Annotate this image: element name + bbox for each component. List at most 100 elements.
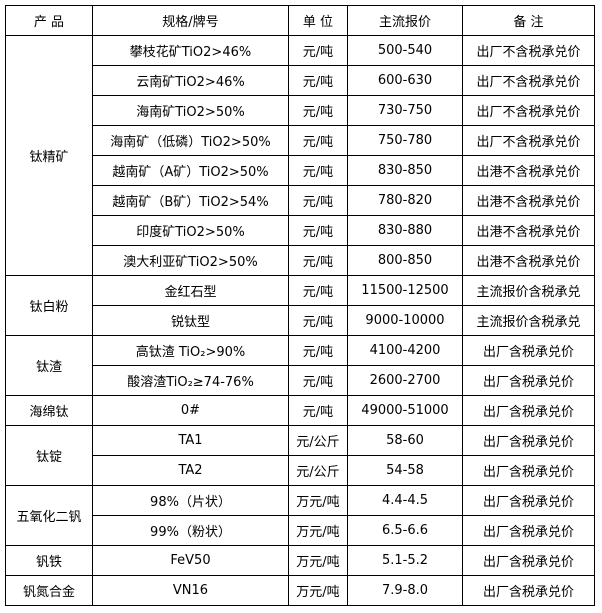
remark-cell: 出港不含税承兑价 bbox=[462, 185, 595, 216]
unit-cell: 元/公斤 bbox=[288, 425, 348, 456]
price-cell: 830-850 bbox=[347, 155, 463, 186]
remark-cell: 出厂不含税承兑价 bbox=[462, 35, 595, 66]
header-remark: 备 注 bbox=[462, 5, 595, 36]
spec-cell: 99%（粉状） bbox=[92, 515, 289, 546]
spec-cell: 高钛渣 TiO₂>90% bbox=[92, 335, 289, 366]
spec-cell: 锐钛型 bbox=[92, 305, 289, 336]
spec-cell: TA2 bbox=[92, 455, 289, 486]
unit-cell: 元/吨 bbox=[288, 125, 348, 156]
table-row: 钒铁 FeV50 万元/吨 5.1-5.2 出厂含税承兑价 bbox=[5, 545, 595, 576]
price-table: 产 品 规格/牌号 单 位 主流报价 备 注 钛精矿 攀枝花矿TiO2>46% 元/… bbox=[5, 5, 595, 606]
unit-cell: 元/吨 bbox=[288, 275, 348, 306]
product-cell: 五氧化二钒 bbox=[5, 485, 93, 546]
spec-cell: 攀枝花矿TiO2>46% bbox=[92, 35, 289, 66]
price-cell: 730-750 bbox=[347, 95, 463, 126]
spec-cell: 金红石型 bbox=[92, 275, 289, 306]
price-cell: 750-780 bbox=[347, 125, 463, 156]
remark-cell: 主流报价含税承兑 bbox=[462, 305, 595, 336]
remark-cell: 出厂不含税承兑价 bbox=[462, 65, 595, 96]
table-row: 钛渣 高钛渣 TiO₂>90% 元/吨 4100-4200 出厂含税承兑价 bbox=[5, 335, 595, 396]
header-price: 主流报价 bbox=[347, 5, 463, 36]
unit-cell: 元/吨 bbox=[288, 335, 348, 366]
table-row: 锐钛型 元/吨 9000-10000 主流报价含税承兑 bbox=[6, 305, 595, 336]
unit-cell: 元/吨 bbox=[288, 305, 348, 336]
unit-cell: 元/吨 bbox=[288, 245, 348, 276]
price-cell: 800-850 bbox=[347, 245, 463, 276]
unit-cell: 元/吨 bbox=[288, 65, 348, 96]
remark-cell: 出厂含税承兑价 bbox=[462, 575, 595, 606]
table-row: 钛白粉 金红石型 元/吨 11500-12500 主流报价含税承兑 bbox=[5, 275, 595, 336]
header-spec: 规格/牌号 bbox=[92, 5, 289, 36]
unit-cell: 元/公斤 bbox=[288, 455, 348, 486]
table-row: 五氧化二钒 98%（片状） 万元/吨 4.4-4.5 出厂含税承兑价 bbox=[5, 485, 595, 546]
remark-cell: 出厂含税承兑价 bbox=[462, 365, 595, 396]
table-row: 酸溶渣TiO₂≥74-76% 元/吨 2600-2700 出厂含税承兑价 bbox=[6, 365, 595, 396]
product-cell: 钛锭 bbox=[5, 425, 93, 486]
price-cell: 780-820 bbox=[347, 185, 463, 216]
remark-cell: 出厂含税承兑价 bbox=[462, 545, 595, 576]
unit-cell: 元/吨 bbox=[288, 365, 348, 396]
remark-cell: 出厂含税承兑价 bbox=[462, 425, 595, 456]
table-row: 印度矿TiO2>50% 元/吨 830-880 出港不含税承兑价 bbox=[6, 215, 595, 246]
table-row: 云南矿TiO2>46% 元/吨 600-630 出厂不含税承兑价 bbox=[6, 65, 595, 96]
unit-cell: 元/吨 bbox=[288, 395, 348, 426]
unit-cell: 万元/吨 bbox=[288, 515, 348, 546]
table-row: 海南矿（低磷）TiO2>50% 元/吨 750-780 出厂不含税承兑价 bbox=[6, 125, 595, 156]
price-cell: 830-880 bbox=[347, 215, 463, 246]
remark-cell: 主流报价含税承兑 bbox=[462, 275, 595, 306]
table-row: 澳大利亚矿TiO2>50% 元/吨 800-850 出港不含税承兑价 bbox=[6, 245, 595, 276]
spec-cell: FeV50 bbox=[92, 545, 289, 576]
spec-cell: 海南矿（低磷）TiO2>50% bbox=[92, 125, 289, 156]
unit-cell: 元/吨 bbox=[288, 185, 348, 216]
table-row: 海绵钛 0# 元/吨 49000-51000 出厂含税承兑价 bbox=[5, 395, 595, 426]
table-row: 越南矿（A矿）TiO2>50% 元/吨 830-850 出港不含税承兑价 bbox=[6, 155, 595, 186]
spec-cell: 越南矿（A矿）TiO2>50% bbox=[92, 155, 289, 186]
price-cell: 54-58 bbox=[347, 455, 463, 486]
header-unit: 单 位 bbox=[288, 5, 348, 36]
spec-cell: 酸溶渣TiO₂≥74-76% bbox=[92, 365, 289, 396]
remark-cell: 出厂含税承兑价 bbox=[462, 485, 595, 516]
table-row: 钛精矿 攀枝花矿TiO2>46% 元/吨 500-540 出厂不含税承兑价 bbox=[5, 35, 595, 276]
unit-cell: 元/吨 bbox=[288, 35, 348, 66]
spec-cell: 云南矿TiO2>46% bbox=[92, 65, 289, 96]
price-cell: 9000-10000 bbox=[347, 305, 463, 336]
price-cell: 7.9-8.0 bbox=[347, 575, 463, 606]
product-cell: 钛渣 bbox=[5, 335, 93, 396]
table-row: 钒氮合金 VN16 万元/吨 7.9-8.0 出厂含税承兑价 bbox=[5, 575, 595, 606]
product-cell: 钒铁 bbox=[5, 545, 93, 576]
price-cell: 49000-51000 bbox=[347, 395, 463, 426]
header-product: 产 品 bbox=[5, 5, 93, 36]
price-cell: 4.4-4.5 bbox=[347, 485, 463, 516]
product-cell: 钒氮合金 bbox=[5, 575, 93, 606]
remark-cell: 出厂不含税承兑价 bbox=[462, 125, 595, 156]
table-row: 钛锭 TA1 元/公斤 58-60 出厂含税承兑价 bbox=[5, 425, 595, 486]
spec-cell: TA1 bbox=[92, 425, 289, 456]
remark-cell: 出港不含税承兑价 bbox=[462, 155, 595, 186]
remark-cell: 出厂含税承兑价 bbox=[462, 515, 595, 546]
price-cell: 58-60 bbox=[347, 425, 463, 456]
unit-cell: 万元/吨 bbox=[288, 575, 348, 606]
price-cell: 600-630 bbox=[347, 65, 463, 96]
price-cell: 2600-2700 bbox=[347, 365, 463, 396]
unit-cell: 万元/吨 bbox=[288, 545, 348, 576]
spec-cell: 越南矿（B矿）TiO2>54% bbox=[92, 185, 289, 216]
product-cell: 钛精矿 bbox=[5, 35, 93, 276]
remark-cell: 出厂含税承兑价 bbox=[462, 335, 595, 366]
spec-cell: 海南矿TiO2>50% bbox=[92, 95, 289, 126]
price-cell: 500-540 bbox=[347, 35, 463, 66]
table-row: 海南矿TiO2>50% 元/吨 730-750 出厂不含税承兑价 bbox=[6, 95, 595, 126]
spec-cell: 0# bbox=[92, 395, 289, 426]
remark-cell: 出港不含税承兑价 bbox=[462, 245, 595, 276]
product-cell: 钛白粉 bbox=[5, 275, 93, 336]
unit-cell: 万元/吨 bbox=[288, 485, 348, 516]
remark-cell: 出厂含税承兑价 bbox=[462, 455, 595, 486]
remark-cell: 出港不含税承兑价 bbox=[462, 215, 595, 246]
price-cell: 6.5-6.6 bbox=[347, 515, 463, 546]
table-row: 99%（粉状） 万元/吨 6.5-6.6 出厂含税承兑价 bbox=[6, 515, 595, 546]
spec-cell: 印度矿TiO2>50% bbox=[92, 215, 289, 246]
product-cell: 海绵钛 bbox=[5, 395, 93, 426]
spec-cell: 98%（片状） bbox=[92, 485, 289, 516]
unit-cell: 元/吨 bbox=[288, 95, 348, 126]
table-row: TA2 元/公斤 54-58 出厂含税承兑价 bbox=[6, 455, 595, 486]
header-row: 产 品 规格/牌号 单 位 主流报价 备 注 bbox=[5, 5, 595, 36]
